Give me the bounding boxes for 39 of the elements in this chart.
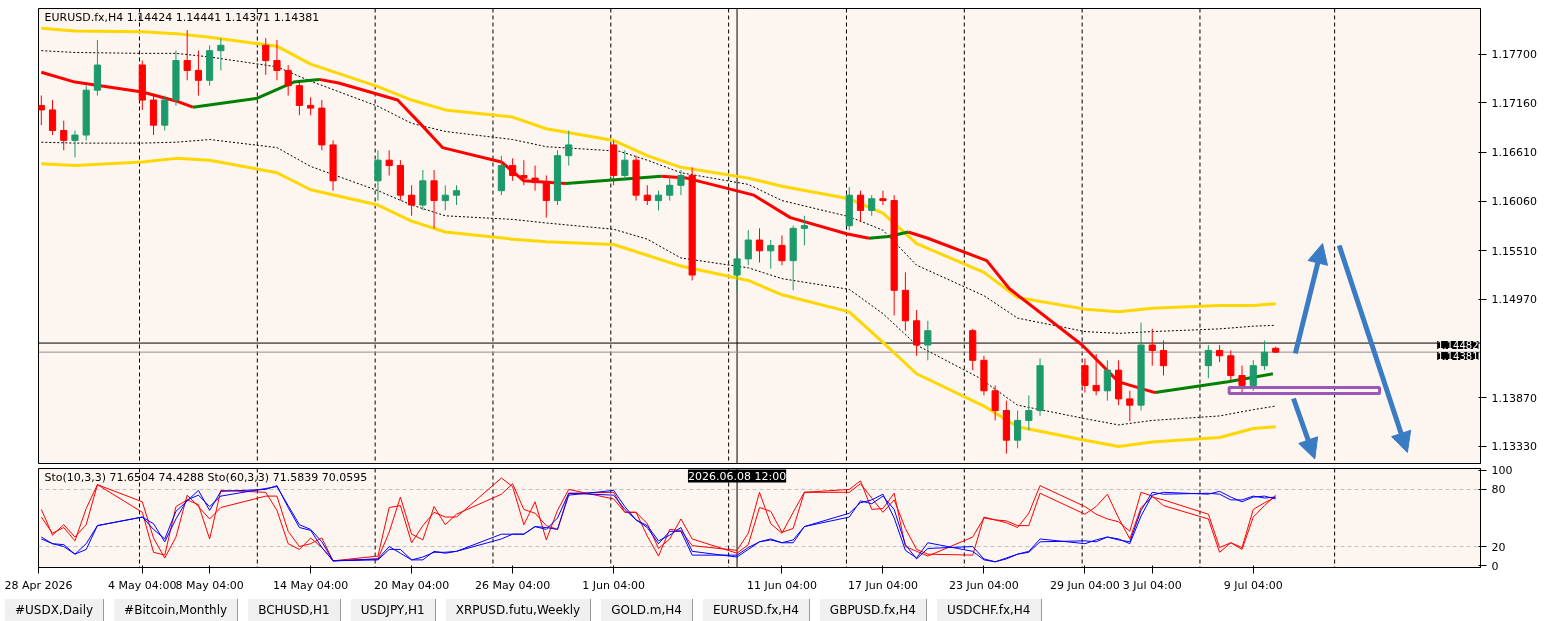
x-tick-label: 29 Jun 04:00 bbox=[1049, 578, 1120, 592]
text: BCHUSD,H1 bbox=[258, 602, 330, 619]
y-tick-label: 100 bbox=[1491, 464, 1513, 478]
x-tick-label: 3 Jul 04:00 bbox=[1122, 578, 1182, 592]
y-tick-label: 1.14970 bbox=[1491, 293, 1537, 307]
text: #USDX,Daily bbox=[15, 602, 94, 619]
text: XRPUSD.futu,Weekly bbox=[455, 602, 581, 619]
text: USDJPY,H1 bbox=[360, 602, 425, 619]
x-tick-label: 20 May 04:00 bbox=[373, 578, 450, 592]
x-tick-label: 1 Jun 04:00 bbox=[582, 578, 646, 592]
x-tick-label: 14 May 04:00 bbox=[272, 578, 349, 592]
text: USDCHF.fx,H4 bbox=[946, 602, 1031, 619]
text: GOLD.m,H4 bbox=[611, 602, 682, 619]
ref-line-label: 1.14482 bbox=[1437, 340, 1479, 352]
ref-line-label: 1.14381 bbox=[1437, 351, 1479, 363]
chart-title: Sto(10,3,3) 71.6504 74.4288 Sto(60,3,3) 71.5839 70.0595 bbox=[44, 470, 368, 484]
y-tick-label: 1.16610 bbox=[1491, 146, 1537, 160]
x-tick-label: 17 Jun 04:00 bbox=[848, 578, 918, 592]
x-tick-label: 11 Jun 04:00 bbox=[747, 578, 817, 592]
y-tick-label: 1.16060 bbox=[1491, 195, 1537, 209]
x-tick-label: 23 Jun 04:00 bbox=[949, 578, 1019, 592]
text: EURUSD.fx,H4 bbox=[712, 602, 799, 619]
x-tick-label: 4 May 04:00 bbox=[108, 578, 177, 592]
x-tick-label: 8 May 04:00 bbox=[175, 578, 244, 592]
y-tick-label: 1.13330 bbox=[1491, 440, 1537, 454]
text: #Bitcoin,Monthly bbox=[124, 602, 228, 619]
y-tick-label: 1.15510 bbox=[1491, 244, 1537, 258]
x-tick-label: 26 May 04:00 bbox=[474, 578, 551, 592]
text: GBPUSD.fx,H4 bbox=[829, 602, 916, 619]
y-tick-label: 1.17160 bbox=[1491, 96, 1537, 110]
x-tick-label: 28 Apr 2026 bbox=[4, 578, 73, 592]
y-tick-label: 0 bbox=[1491, 559, 1499, 573]
chart-title: EURUSD.fx,H4 1.14424 1.14441 1.14371 1.14381 bbox=[44, 10, 320, 24]
y-tick-label: 1.13870 bbox=[1491, 391, 1537, 405]
y-tick-label: 1.17700 bbox=[1491, 48, 1537, 62]
y-tick-label: 80 bbox=[1491, 483, 1506, 497]
ref-line-label: 2026.06.08 12:00 bbox=[687, 469, 787, 483]
y-tick-label: 20 bbox=[1491, 540, 1506, 554]
x-tick-label: 9 Jul 04:00 bbox=[1223, 578, 1283, 592]
